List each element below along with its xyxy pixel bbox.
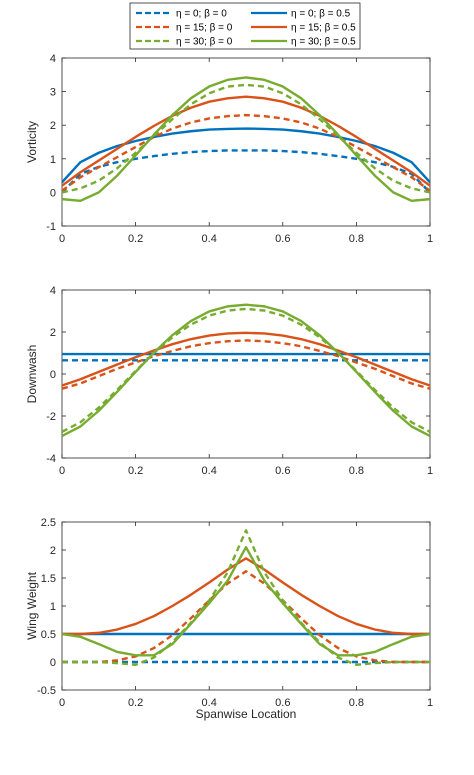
series-line-15-0 [62,570,430,664]
legend-entry-label: η = 30; β = 0.5 [291,37,356,48]
y-axis-label: Vorticity [25,121,39,163]
x-tick-label: 0.2 [128,233,143,245]
y-tick-label: 0 [50,369,56,381]
x-tick-label: 0.4 [202,465,217,477]
series-line-30-0-5 [62,546,430,657]
x-tick-label: 0 [59,465,65,477]
x-tick-label: 0.8 [349,233,364,245]
x-tick-label: 0.8 [349,465,364,477]
series-line-15-0 [62,113,430,192]
series-line-30-0-5 [62,76,430,203]
x-tick-label: 0.2 [128,697,143,709]
y-tick-label: 0.5 [41,629,56,641]
plot-area [61,57,431,227]
y-tick-label: -1 [46,221,56,233]
x-axis-label: Spanwise Location [196,707,297,721]
y-tick-label: 3 [50,87,56,99]
x-tick-label: 1 [427,465,433,477]
y-tick-label: -0.5 [37,685,56,697]
series-line-15-0-5 [62,557,430,636]
x-tick-label: 0.8 [349,697,364,709]
y-tick-label: 2 [50,120,56,132]
y-tick-label: 2 [50,327,56,339]
x-tick-label: 0 [59,233,65,245]
y-axis-label: Wing Weight [25,571,39,639]
x-tick-label: 0.6 [275,465,290,477]
legend-entry-label: η = 0; β = 0.5 [291,9,351,20]
x-tick-label: 0.4 [202,233,217,245]
legend-entry-label: η = 15; β = 0 [176,23,233,34]
y-tick-label: 1 [50,601,56,613]
series-line-30-0-5 [62,303,430,438]
series-line-15-0-5 [62,331,430,387]
x-tick-label: 0.6 [275,697,290,709]
x-tick-label: 0 [59,697,65,709]
y-tick-label: 1.5 [41,573,56,585]
x-tick-label: 1 [427,233,433,245]
legend-entry-label: η = 0; β = 0 [176,9,227,20]
y-tick-label: 0 [50,187,56,199]
y-axis-label: Downwash [25,345,39,404]
legend: η = 0; β = 0 η = 0; β = 0.5 η = 15; β = 0 η… [129,2,361,50]
y-tick-label: 2.5 [41,517,56,529]
y-tick-label: 0 [50,657,56,669]
downwash-panel: 0 0.2 0.4 0.6 0.8 1 -4 -2 0 2 4 Downwash [25,285,433,477]
legend-entry-label: η = 15; β = 0.5 [291,23,356,34]
plot-area [61,289,431,459]
x-tick-label: 1 [427,697,433,709]
y-tick-label: 4 [50,285,56,297]
y-tick-label: -4 [46,453,56,465]
legend-entry-label: η = 30; β = 0 [176,37,233,48]
series-line-15-0 [62,339,430,390]
series-line-30-0 [62,529,430,666]
x-tick-label: 0.6 [275,233,290,245]
x-tick-label: 0.2 [128,465,143,477]
y-tick-label: 4 [50,53,56,65]
series-line-0-0 [62,149,430,194]
y-tick-label: 2 [50,545,56,557]
y-tick-label: 1 [50,154,56,166]
x-tick-label: 0.4 [202,697,217,709]
y-tick-label: -2 [46,411,56,423]
series-line-15-0-5 [62,95,430,187]
